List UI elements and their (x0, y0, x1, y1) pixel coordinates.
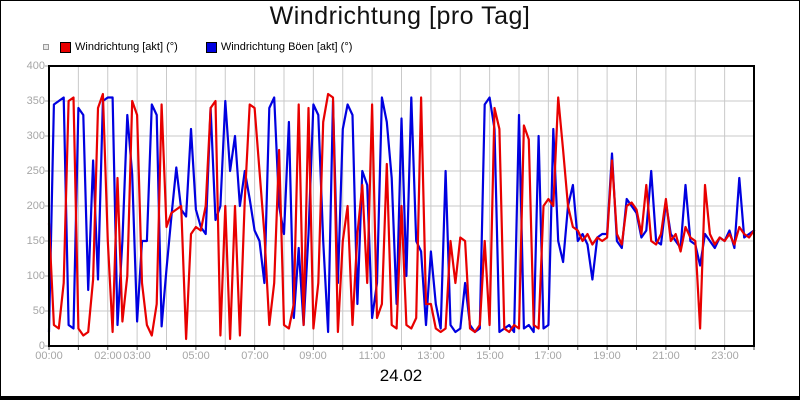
x-tick-label: 19:00 (593, 350, 621, 362)
y-tick-label: 100 (26, 270, 45, 282)
x-tick-label: 03:00 (123, 350, 151, 362)
legend-item-windrichtung-boeen: Windrichtung Böen [akt] (°) (205, 41, 353, 53)
x-tick-label: 17:00 (534, 350, 562, 362)
x-tick-label: 13:00 (417, 350, 445, 362)
x-tick-label: 15:00 (476, 350, 504, 362)
x-tick-label: 23:00 (711, 350, 739, 362)
legend-label-windrichtung-boeen: Windrichtung Böen [akt] (°) (220, 41, 353, 53)
legend-handle-icon (43, 44, 49, 50)
x-axis-date-label: 24.02 (379, 366, 423, 385)
x-tick-label: 02:00 (94, 350, 122, 362)
y-tick-label: 150 (26, 235, 45, 247)
legend-label-windrichtung: Windrichtung [akt] (°) (75, 41, 178, 53)
x-tick-label: 11:00 (358, 350, 386, 362)
y-tick-label: 300 (26, 130, 45, 142)
y-tick-label: 250 (26, 165, 45, 177)
red-series-swatch-icon (60, 41, 71, 53)
blue-series-swatch-icon (205, 41, 217, 53)
x-tick-label: 09:00 (299, 350, 327, 362)
series-line (47, 96, 756, 334)
y-tick-label: 0 (38, 340, 45, 352)
chart-title: Windrichtung [pro Tag] (269, 2, 531, 30)
legend: Windrichtung [akt] (°) Windrichtung Böen… (43, 41, 352, 53)
series-line (47, 92, 756, 341)
x-tick-label: 00:00 (35, 350, 63, 362)
x-tick-label: 21:00 (652, 350, 680, 362)
y-tick-label: 200 (26, 200, 45, 212)
y-tick-label: 400 (26, 60, 45, 72)
x-tick-label: 07:00 (241, 350, 269, 362)
plot-border (48, 65, 755, 347)
y-tick-label: 350 (26, 95, 45, 107)
y-tick-label: 50 (32, 305, 45, 317)
x-tick-label: 05:00 (182, 350, 210, 362)
legend-item-windrichtung: Windrichtung [akt] (°) (60, 41, 178, 53)
